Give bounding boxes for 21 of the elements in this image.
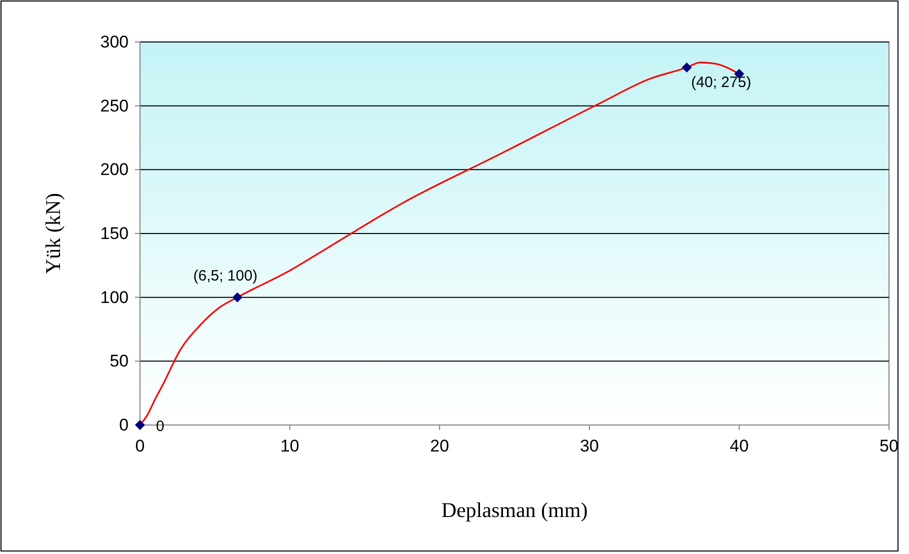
annotation: (6,5; 100) (193, 267, 258, 284)
y-axis-title: Yük (kN) (41, 192, 65, 274)
x-tick-label: 10 (280, 436, 300, 456)
point (232, 292, 242, 302)
y-tick-label: 250 (100, 96, 129, 116)
y-tick-label: 0 (119, 415, 129, 434)
x-tick-label: 0 (135, 436, 145, 456)
y-tick-label: 50 (110, 352, 129, 371)
x-tick-label: 30 (580, 436, 599, 456)
y-tick-label: 150 (100, 224, 129, 243)
y-tick-label: 100 (100, 288, 129, 307)
point (135, 420, 145, 430)
x-axis-title: Deplasman (mm) (441, 498, 588, 522)
point (682, 62, 692, 73)
annotation: (40; 275) (691, 74, 752, 91)
y-tick-label: 300 (100, 32, 129, 52)
x-tick-label: 40 (730, 436, 749, 456)
y-tick-label: 200 (100, 160, 129, 180)
annotation: 0 (156, 418, 164, 435)
x-tick-label: 20 (430, 436, 450, 456)
x-tick-label: 50 (880, 436, 898, 456)
